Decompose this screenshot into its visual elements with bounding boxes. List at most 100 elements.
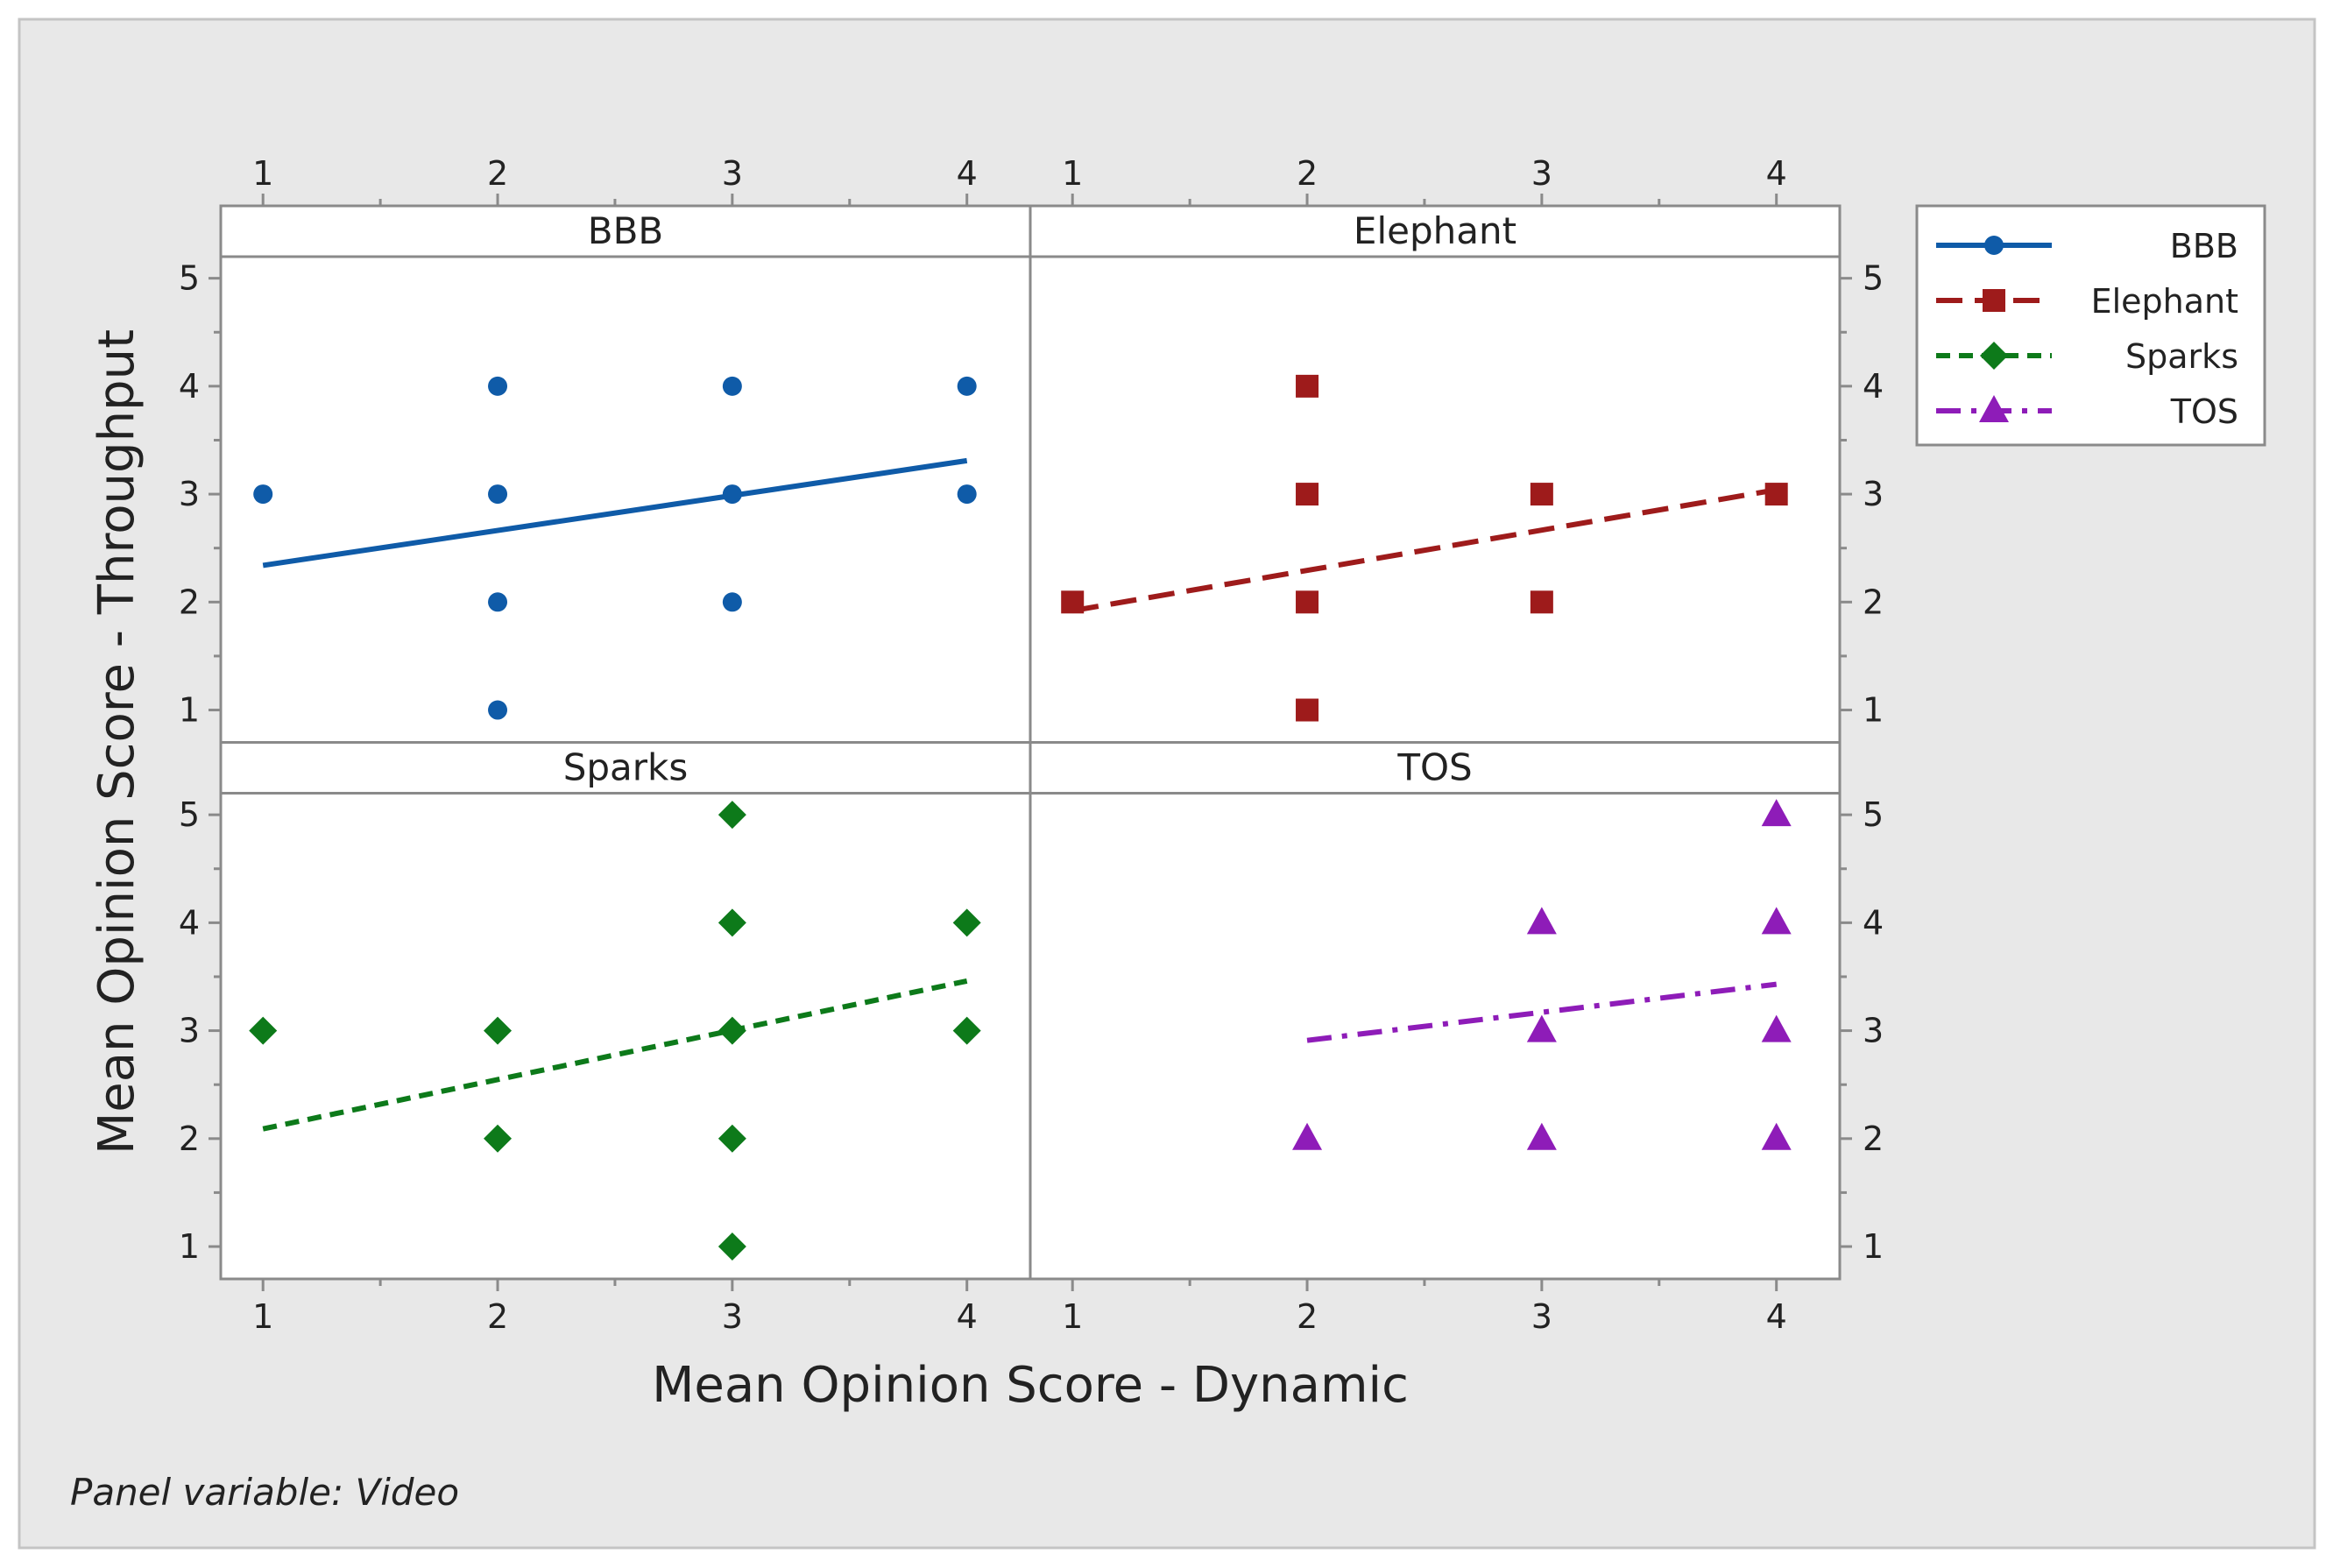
y-tick-label-left: 3 <box>179 1012 200 1050</box>
data-point-sparks <box>249 1016 278 1045</box>
y-tick-label-right: 4 <box>1863 367 1884 406</box>
data-point-sparks <box>952 908 981 937</box>
y-tick-label-right: 3 <box>1863 1012 1884 1050</box>
data-point-elephant <box>1530 590 1553 614</box>
y-tick-label-left: 1 <box>179 1227 200 1266</box>
legend-label: Elephant <box>2091 282 2238 321</box>
panel-header <box>1029 741 1842 795</box>
data-point-bbb <box>722 484 742 505</box>
data-point-tos <box>1526 1122 1557 1150</box>
y-tick-label-left: 2 <box>179 1119 200 1158</box>
data-point-sparks <box>484 1016 513 1045</box>
data-point-bbb <box>722 376 742 396</box>
legend-label: TOS <box>2170 392 2238 431</box>
y-tick-label-right: 3 <box>1863 475 1884 513</box>
panel-title: BBB <box>588 209 663 252</box>
data-point-elephant <box>1296 374 1319 398</box>
legend-item-elephant: Elephant <box>1936 282 2238 321</box>
x-tick-label-top: 3 <box>1531 154 1552 193</box>
data-point-tos <box>1526 1014 1557 1042</box>
x-tick-label-top: 4 <box>957 154 978 193</box>
x-axis-title: Mean Opinion Score - Dynamic <box>652 1357 1409 1414</box>
data-point-elephant <box>1296 698 1319 722</box>
y-tick-label-left: 4 <box>179 367 200 406</box>
data-point-tos <box>1761 1122 1792 1150</box>
data-point-elephant <box>1061 590 1085 614</box>
x-tick-label-top: 4 <box>1766 154 1787 193</box>
data-point-sparks <box>718 1016 746 1045</box>
y-tick-label-left: 3 <box>179 475 200 513</box>
legend-item-tos: TOS <box>1936 392 2238 431</box>
data-point-sparks <box>718 801 746 830</box>
panel-header <box>219 741 1032 795</box>
y-tick-label-right: 5 <box>1863 795 1884 834</box>
data-point-bbb <box>957 484 977 505</box>
legend-marker <box>1979 395 2009 422</box>
y-tick-label-right: 1 <box>1863 691 1884 730</box>
y-tick-label-left: 2 <box>179 583 200 621</box>
data-point-sparks <box>484 1124 513 1153</box>
y-tick-label-left: 5 <box>179 795 200 834</box>
x-tick-label-bottom: 4 <box>957 1297 978 1336</box>
x-tick-label-top: 2 <box>1297 154 1318 193</box>
y-tick-label-right: 1 <box>1863 1227 1884 1266</box>
axis-ticks: 1 1 2 2 3 3 4 4 1 1 2 2 3 3 4 4 1 1 2 2 3 3 4 4 5 5 1 1 2 2 3 3 4 4 5 5 <box>179 154 1884 1336</box>
y-tick-label-left: 5 <box>179 259 200 298</box>
y-tick-label-right: 2 <box>1863 1119 1884 1158</box>
y-axis-title: Mean Opinion Score - Throughput <box>88 329 145 1155</box>
data-point-bbb <box>488 376 508 396</box>
y-tick-label-right: 5 <box>1863 259 1884 298</box>
x-tick-label-top: 1 <box>1062 154 1083 193</box>
panel-sparks: Sparks <box>219 741 1032 1281</box>
data-point-sparks <box>718 908 746 937</box>
data-point-tos <box>1526 907 1557 935</box>
x-tick-label-bottom: 1 <box>1062 1297 1083 1336</box>
data-point-bbb <box>253 484 273 505</box>
legend-items: BBB Elephant Sparks TOS <box>1936 227 2238 431</box>
fit-line-tos <box>1306 981 1778 1043</box>
y-tick-label-left: 1 <box>179 691 200 730</box>
data-point-elephant <box>1764 483 1788 506</box>
legend-marker <box>1983 289 2005 312</box>
data-point-bbb <box>488 484 508 505</box>
legend-marker <box>1980 342 2008 370</box>
data-point-tos <box>1292 1122 1323 1150</box>
y-tick-label-right: 2 <box>1863 583 1884 621</box>
data-point-elephant <box>1530 483 1553 506</box>
y-tick-label-left: 4 <box>179 903 200 942</box>
data-point-sparks <box>718 1124 746 1153</box>
data-point-sparks <box>952 1016 981 1045</box>
data-point-bbb <box>722 592 742 612</box>
panel-title: TOS <box>1396 746 1472 789</box>
legend-marker <box>1984 236 2004 255</box>
panel-title: Sparks <box>563 746 689 789</box>
panel-tos: TOS <box>1029 741 1842 1281</box>
x-tick-label-bottom: 3 <box>722 1297 743 1336</box>
y-tick-label-right: 4 <box>1863 903 1884 942</box>
data-point-bbb <box>488 592 508 612</box>
panel-elephant: Elephant <box>1029 204 1842 744</box>
x-tick-label-top: 3 <box>722 154 743 193</box>
fit-line-elephant <box>1071 487 1778 614</box>
legend: BBB Elephant Sparks TOS <box>1915 204 2266 447</box>
x-tick-label-bottom: 3 <box>1531 1297 1552 1336</box>
data-point-elephant <box>1296 590 1319 614</box>
data-point-tos <box>1761 907 1792 935</box>
fit-line-bbb <box>262 457 968 569</box>
data-point-tos <box>1761 1014 1792 1042</box>
x-tick-label-bottom: 1 <box>252 1297 273 1336</box>
x-tick-label-top: 2 <box>487 154 508 193</box>
footnote: Panel variable: Video <box>70 1471 459 1514</box>
data-point-elephant <box>1296 483 1319 506</box>
data-point-sparks <box>718 1233 746 1261</box>
legend-label: Sparks <box>2125 337 2238 376</box>
legend-item-bbb: BBB <box>1936 227 2238 265</box>
x-tick-label-bottom: 2 <box>487 1297 508 1336</box>
x-tick-label-top: 1 <box>252 154 273 193</box>
x-tick-label-bottom: 4 <box>1766 1297 1787 1336</box>
panel-title: Elephant <box>1354 209 1516 252</box>
legend-item-sparks: Sparks <box>1936 337 2238 376</box>
fit-line-sparks <box>262 978 968 1132</box>
data-point-tos <box>1761 799 1792 827</box>
